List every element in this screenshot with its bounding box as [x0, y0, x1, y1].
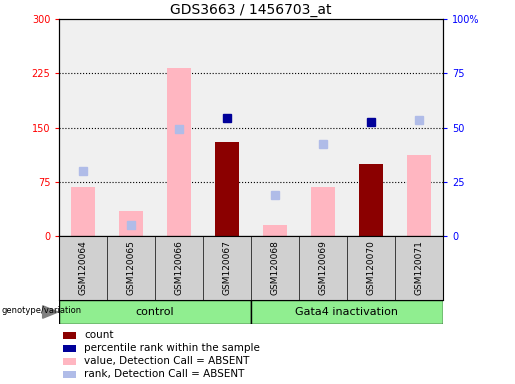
Bar — [71, 187, 95, 236]
Text: value, Detection Call = ABSENT: value, Detection Call = ABSENT — [84, 356, 250, 366]
Text: GSM120066: GSM120066 — [175, 240, 184, 295]
Text: count: count — [84, 330, 114, 340]
Text: GSM120071: GSM120071 — [415, 240, 423, 295]
Bar — [63, 371, 77, 378]
Text: GSM120067: GSM120067 — [222, 240, 232, 295]
Bar — [311, 187, 335, 236]
Text: GSM120068: GSM120068 — [270, 240, 280, 295]
Bar — [263, 225, 287, 236]
FancyBboxPatch shape — [251, 300, 443, 324]
Bar — [215, 142, 239, 236]
Bar — [63, 358, 77, 365]
FancyBboxPatch shape — [59, 300, 251, 324]
Bar — [167, 68, 191, 236]
Bar — [63, 345, 77, 352]
Bar — [63, 332, 77, 339]
Text: Gata4 inactivation: Gata4 inactivation — [296, 307, 399, 317]
Text: genotype/variation: genotype/variation — [1, 306, 81, 315]
Text: rank, Detection Call = ABSENT: rank, Detection Call = ABSENT — [84, 369, 245, 379]
Bar — [359, 164, 383, 236]
Polygon shape — [43, 306, 58, 318]
Text: GSM120065: GSM120065 — [127, 240, 135, 295]
Text: GSM120064: GSM120064 — [79, 240, 88, 295]
Text: GSM120069: GSM120069 — [318, 240, 328, 295]
Bar — [407, 155, 431, 236]
Text: control: control — [136, 307, 175, 317]
Bar — [119, 211, 143, 236]
Title: GDS3663 / 1456703_at: GDS3663 / 1456703_at — [170, 3, 332, 17]
Text: GSM120070: GSM120070 — [367, 240, 375, 295]
Text: percentile rank within the sample: percentile rank within the sample — [84, 343, 260, 353]
